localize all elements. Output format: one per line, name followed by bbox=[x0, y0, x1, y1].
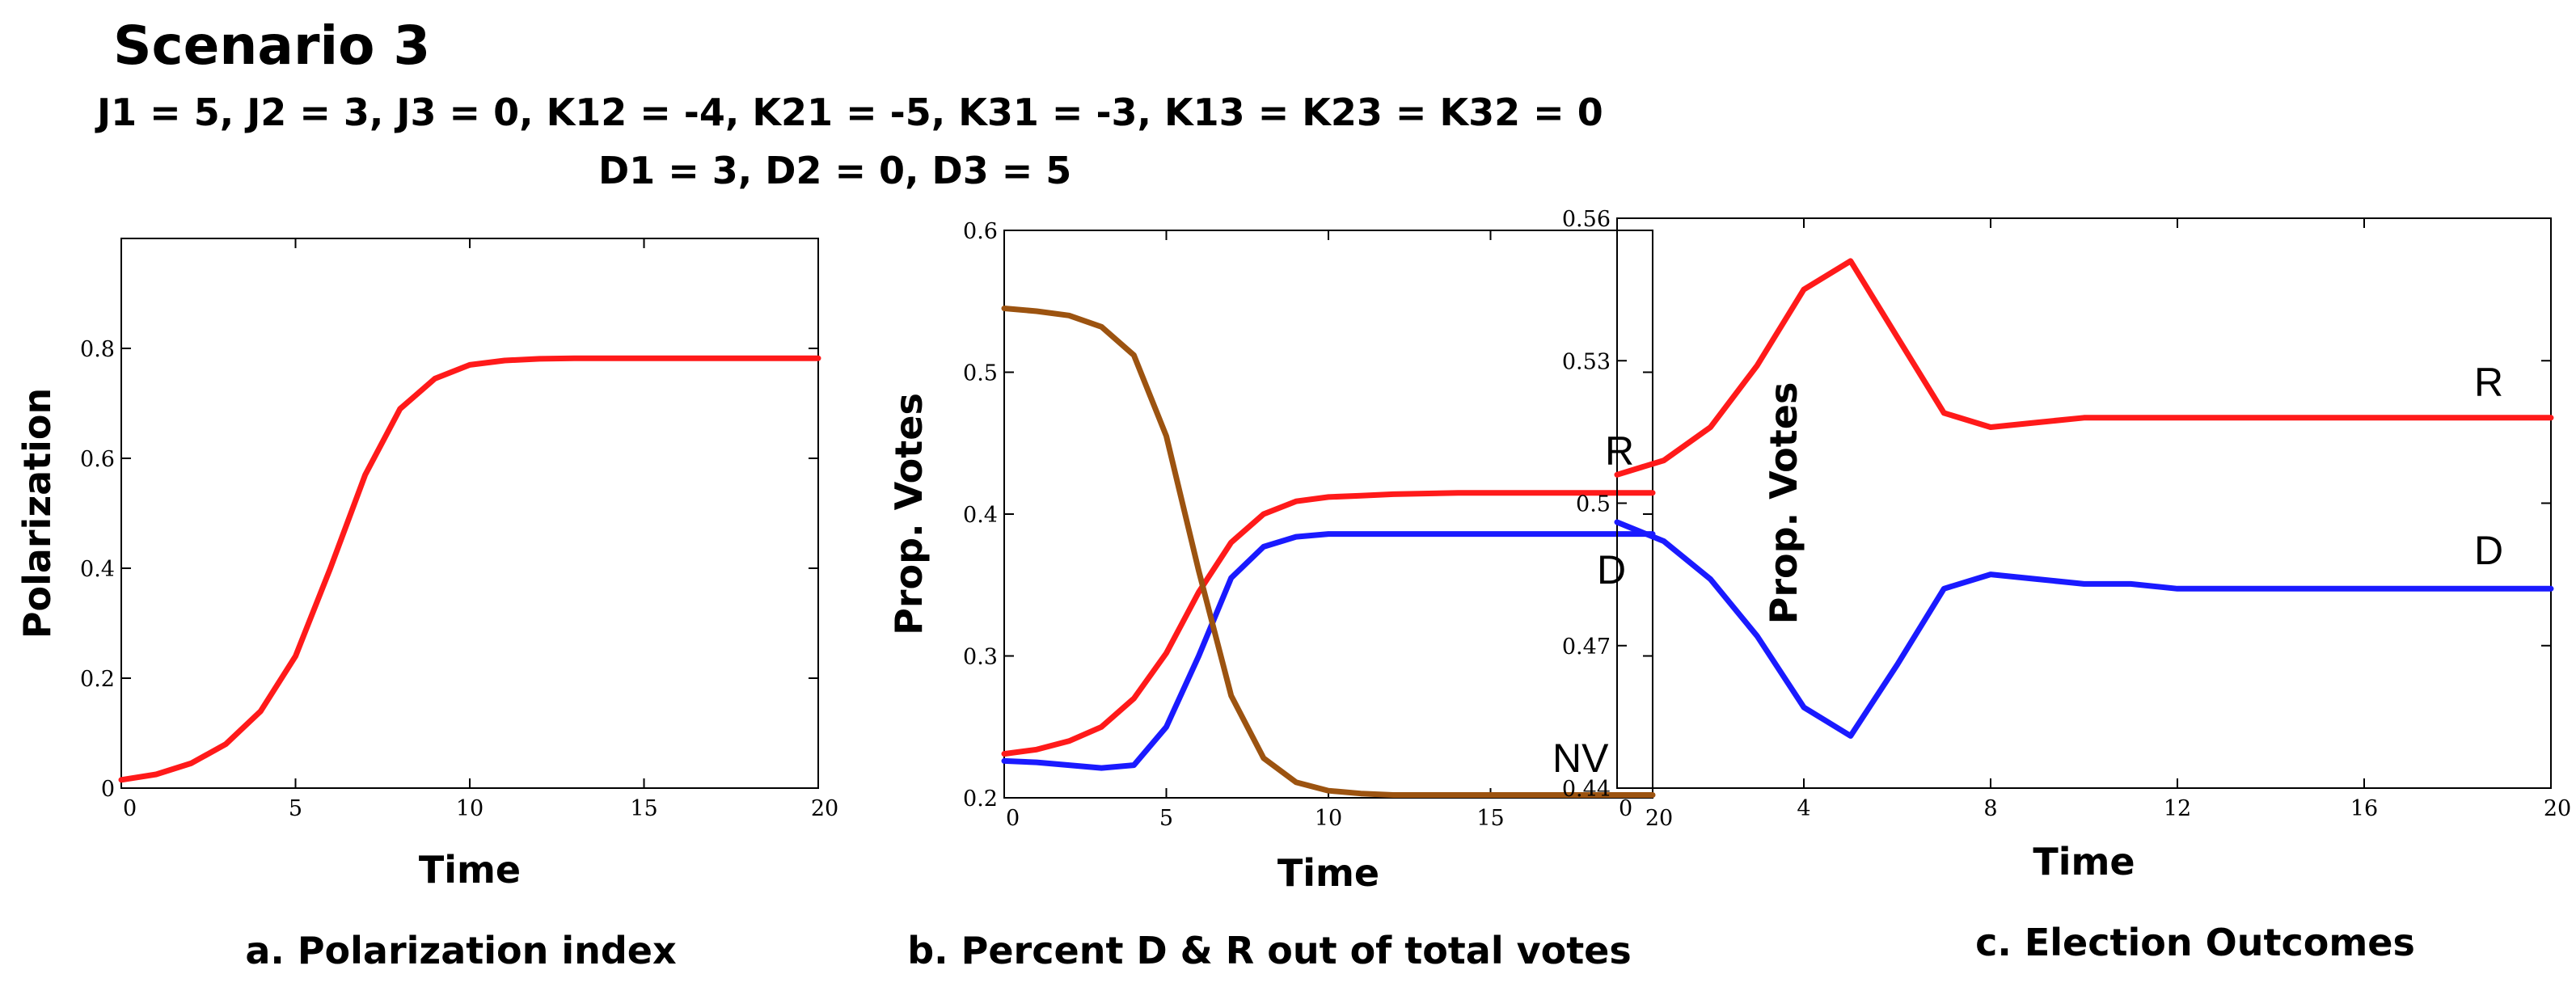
x-tick-label: 15 bbox=[630, 796, 657, 821]
y-tick-label: 0.47 bbox=[1562, 635, 1611, 660]
x-axis-label: Time bbox=[1277, 851, 1379, 895]
series-line-r bbox=[1001, 490, 1656, 757]
x-axis-label: Time bbox=[2033, 840, 2135, 883]
y-tick-label: 0.2 bbox=[80, 667, 115, 692]
x-tick-label: 10 bbox=[456, 796, 484, 821]
y-tick-label: 0.8 bbox=[80, 337, 115, 362]
y-tick-label: 0.56 bbox=[1562, 207, 1611, 232]
x-tick-label: 0 bbox=[1619, 796, 1632, 821]
series-line-r bbox=[1614, 258, 2554, 478]
x-tick-label: 4 bbox=[1797, 796, 1810, 821]
parameters-line-1: J1 = 5, J2 = 3, J3 = 0, K12 = -4, K21 = … bbox=[97, 91, 1603, 134]
x-tick-label: 5 bbox=[289, 796, 302, 821]
series-line-nv bbox=[1001, 306, 1656, 798]
series-label-r: R bbox=[1605, 428, 1634, 474]
y-tick-label: 0.53 bbox=[1562, 349, 1611, 374]
x-tick-label: 8 bbox=[1983, 796, 1997, 821]
chart-percent-votes: 0 5 10 15 20 0.2 0.3 0.4 0.5 0.6 R D NV Time Prop. Vot… bbox=[887, 219, 1673, 972]
y-tick-label: 0 bbox=[101, 777, 115, 802]
series-line-d bbox=[1614, 519, 2554, 739]
x-tick-label: 5 bbox=[1159, 806, 1173, 831]
series-line-polarization bbox=[118, 355, 821, 783]
y-axis-label: Prop. Votes bbox=[887, 393, 931, 635]
y-tick-label: 0.4 bbox=[80, 557, 115, 582]
x-axis-label: Time bbox=[419, 848, 521, 892]
x-tick-label: 0 bbox=[1006, 806, 1020, 831]
chart-caption: b. Percent D & R out of total votes bbox=[907, 929, 1632, 972]
x-tick-label: 16 bbox=[2350, 796, 2378, 821]
x-tick-label: 20 bbox=[811, 796, 838, 821]
series-label-r: R bbox=[2474, 360, 2503, 405]
parameters-line-2: D1 = 3, D2 = 0, D3 = 5 bbox=[598, 149, 1072, 192]
chart-election-outcomes: 0 4 8 12 16 20 0.44 0.47 0.5 0.53 0.56 R D Time Prop. … bbox=[1562, 207, 2571, 964]
x-tick-label: 20 bbox=[1645, 806, 1673, 831]
y-tick-label: 0.5 bbox=[1576, 492, 1611, 517]
y-tick-label: 0.6 bbox=[80, 447, 115, 472]
x-tick-label: 10 bbox=[1315, 806, 1342, 831]
y-tick-label: 0.4 bbox=[963, 503, 998, 528]
y-tick-label: 0.2 bbox=[963, 786, 998, 812]
y-tick-label: 0.3 bbox=[963, 645, 998, 670]
plot-frame bbox=[1616, 217, 2552, 789]
series-label-d: D bbox=[2474, 528, 2503, 573]
plot-frame bbox=[1003, 230, 1653, 799]
plot-frame bbox=[120, 238, 819, 789]
y-axis-label: Prop. Votes bbox=[1762, 382, 1805, 625]
x-tick-label: 20 bbox=[2544, 796, 2571, 821]
x-tick-label: 0 bbox=[123, 796, 137, 821]
y-tick-label: 0.5 bbox=[963, 361, 998, 386]
y-tick-label: 0.6 bbox=[963, 219, 998, 244]
series-line-d bbox=[1001, 531, 1656, 771]
scenario-heading: Scenario 3 bbox=[113, 15, 431, 77]
y-axis-label: Polarization bbox=[15, 388, 59, 639]
x-tick-label: 15 bbox=[1476, 806, 1504, 831]
chart-caption: c. Election Outcomes bbox=[1975, 921, 2415, 964]
chart-polarization-index: 0 5 10 15 20 0 0.2 0.4 0.6 0.8 Time Polarization a. … bbox=[15, 238, 838, 972]
chart-caption: a. Polarization index bbox=[245, 929, 676, 972]
series-label-d: D bbox=[1597, 547, 1626, 592]
x-tick-label: 12 bbox=[2164, 796, 2191, 821]
series-label-nv: NV bbox=[1552, 736, 1609, 781]
y-tick-label: 0.44 bbox=[1562, 777, 1611, 802]
